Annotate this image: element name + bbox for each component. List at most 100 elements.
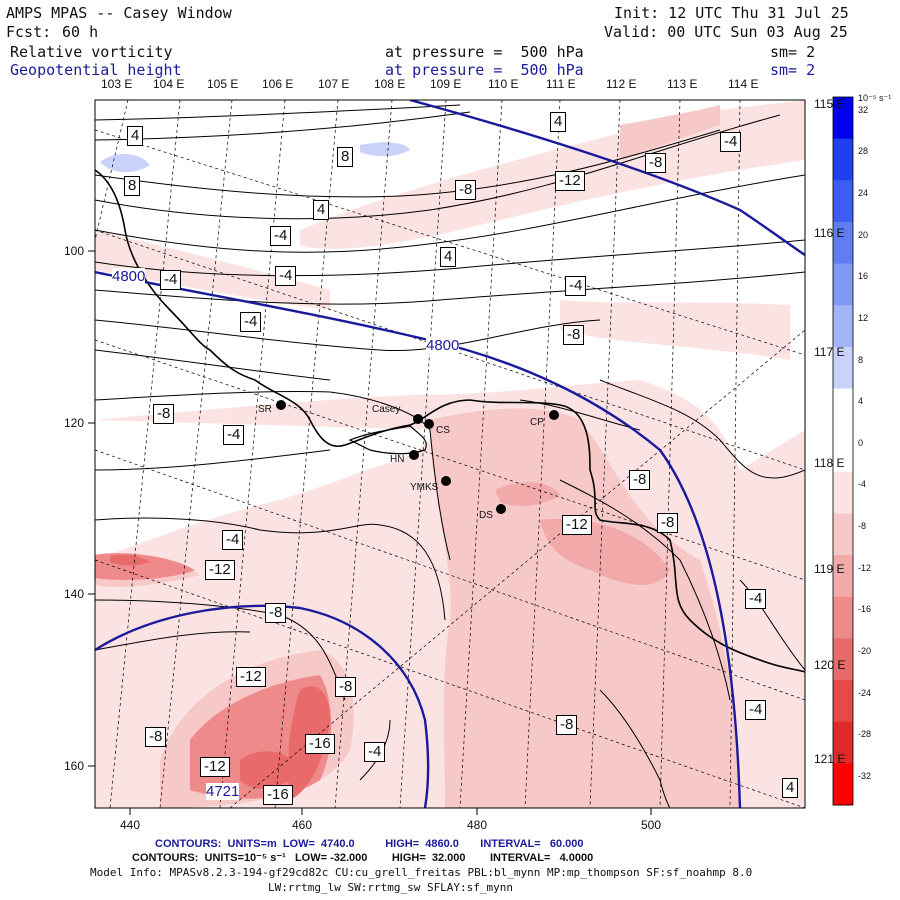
y-axis-ticks	[88, 250, 95, 767]
lon-label-right: 116 E	[814, 226, 845, 240]
vorticity-contour-label: 4	[782, 778, 799, 798]
lon-label: 103 E	[101, 77, 133, 91]
vorticity-contour-label: -8	[645, 153, 667, 173]
vorticity-contour-label: -12	[200, 757, 230, 777]
init-time: Init: 12 UTC Thu 31 Jul 25	[614, 4, 849, 22]
lon-label: 105 E	[207, 77, 239, 91]
colorbar-label: 28	[858, 146, 869, 157]
station-label: CP	[530, 417, 544, 428]
station-marker	[276, 400, 286, 410]
colorbar-label: 16	[858, 271, 869, 282]
station-label: Casey	[372, 404, 401, 415]
vorticity-contour-label: -8	[265, 603, 287, 623]
colorbar-label: -20	[858, 646, 872, 657]
x-tick-label: 460	[292, 818, 313, 832]
vorticity-contour-label: 4	[440, 247, 457, 267]
vorticity-contour-label: -4	[720, 132, 742, 152]
x-axis-ticks	[129, 808, 652, 815]
lon-label: 106 E	[262, 77, 294, 91]
vorticity-contour-label: -8	[335, 677, 357, 697]
footer-height-contours: CONTOURS: UNITS=m LOW= 4740.0 HIGH= 4860…	[155, 838, 584, 850]
lon-label: 107 E	[318, 77, 350, 91]
colorbar-label: 24	[858, 187, 869, 198]
vorticity-contour-label: 4	[127, 126, 144, 146]
vorticity-contours	[95, 104, 805, 808]
colorbar-swatch	[833, 513, 853, 556]
colorbar-swatch	[833, 430, 853, 473]
lon-label-right: 115 E	[814, 97, 845, 111]
vorticity-contour-label: -4	[565, 276, 587, 296]
colorbar-swatch	[833, 471, 853, 514]
height-label: 4800	[112, 268, 146, 285]
plot-frame	[94, 99, 806, 809]
vorticity-contour-label: -4	[240, 312, 262, 332]
vorticity-contour-label: -8	[455, 180, 477, 200]
coastline	[95, 169, 805, 673]
colorbar-label: 4	[858, 396, 864, 407]
height-label: 4721	[206, 783, 240, 800]
vorticity-contour-label: -16	[305, 734, 335, 754]
plot-area	[95, 100, 805, 808]
vorticity-contour-label: -4	[275, 266, 297, 286]
colorbar-swatch	[833, 97, 853, 140]
lon-label: 104 E	[153, 77, 185, 91]
vorticity-contour-label: -4	[223, 425, 245, 445]
colorbar-label: -32	[858, 771, 872, 781]
station-marker	[424, 419, 434, 429]
colorbar-label: -4	[858, 479, 867, 490]
vorticity-contour-label: -4	[270, 226, 292, 246]
vorticity-contour-label: -8	[556, 715, 578, 735]
colorbar-label: -24	[858, 687, 872, 698]
positive-vorticity-fill	[100, 154, 150, 173]
colorbar-label: 20	[858, 229, 869, 240]
lon-label-right: 120 E	[814, 658, 846, 672]
vorticity-contour-label: 8	[337, 147, 354, 167]
colorbar-swatch	[833, 346, 853, 390]
field1-level: at pressure = 500 hPa	[385, 43, 584, 61]
station-marker	[496, 504, 506, 514]
colorbar-swatch	[833, 180, 853, 223]
height-label: 4800	[426, 337, 460, 354]
fcst-value: 60 h	[62, 23, 99, 41]
lon-label: 110 E	[488, 77, 519, 91]
vorticity-contour-label: 4	[550, 112, 567, 132]
y-tick-label: 120	[64, 416, 85, 430]
colorbar	[833, 97, 853, 806]
field2-name: Geopotential height	[10, 61, 182, 79]
colorbar-frame	[832, 96, 854, 806]
lon-label: 108 E	[374, 77, 406, 91]
colorbar-swatch	[833, 721, 853, 764]
field1-sm: sm= 2	[770, 43, 816, 61]
colorbar-label: 8	[858, 354, 864, 365]
colorbar-label: -16	[858, 604, 872, 615]
colorbar-swatch	[833, 680, 853, 723]
vorticity-contour-label: -8	[563, 325, 585, 345]
fcst-label: Fcst:	[6, 23, 52, 41]
station-label: SR	[258, 404, 272, 415]
station-marker	[409, 450, 419, 460]
x-tick-label: 480	[467, 818, 488, 832]
vorticity-contour-label: -4	[364, 742, 386, 762]
station-label: CS	[436, 425, 450, 436]
ice-shelf-outline	[348, 425, 427, 455]
y-tick-label: 160	[64, 759, 85, 773]
lon-label-right: 119 E	[814, 562, 845, 576]
colorbar-swatch	[833, 263, 853, 306]
station-marker	[413, 414, 423, 424]
field2-sm: sm= 2	[770, 61, 816, 79]
vorticity-contour-label: -4	[160, 270, 182, 290]
height-contours	[95, 100, 805, 808]
x-tick-label: 440	[120, 818, 141, 832]
lon-label-right: 121 E	[814, 752, 846, 766]
station-label: DS	[479, 510, 493, 521]
station-label: HN	[390, 454, 405, 465]
colorbar-swatch	[833, 221, 853, 265]
lon-label: 114 E	[728, 77, 759, 91]
colorbar-swatch	[833, 638, 853, 681]
colorbar-label: -8	[858, 521, 867, 532]
vorticity-contour-label: -8	[629, 470, 651, 490]
footer-model-info: Model Info: MPASv8.2.3-194-gf29cd82c CU:…	[90, 866, 753, 879]
colorbar-label: 12	[858, 312, 869, 323]
lon-label-right: 118 E	[814, 456, 845, 470]
